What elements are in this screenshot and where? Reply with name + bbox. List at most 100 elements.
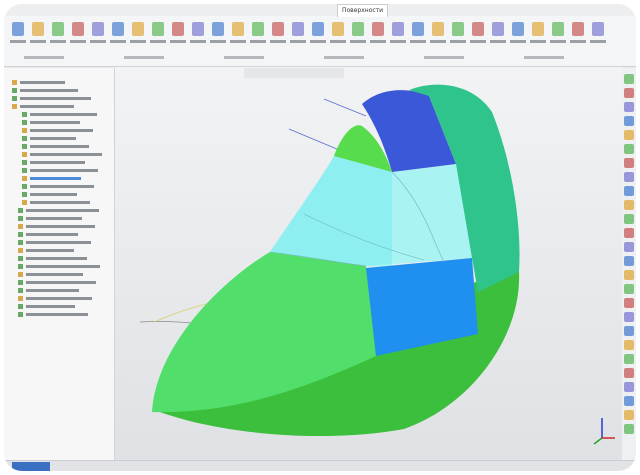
ribbon-label [130, 40, 146, 43]
toolbar-button[interactable] [624, 130, 634, 140]
tree-label[interactable] [30, 177, 81, 180]
tree-label[interactable] [30, 153, 102, 156]
ribbon-button[interactable] [532, 22, 544, 36]
ribbon-button[interactable] [432, 22, 444, 36]
ribbon-button[interactable] [332, 22, 344, 36]
tree-label[interactable] [26, 241, 91, 244]
ribbon-tabs: Поверхности [4, 4, 636, 17]
ribbon-label [490, 40, 506, 43]
tree-icon [22, 168, 27, 173]
toolbar-button[interactable] [624, 228, 634, 238]
status-tab[interactable] [12, 462, 50, 471]
tree-label[interactable] [30, 121, 80, 124]
tree-label[interactable] [30, 185, 94, 188]
tree-label[interactable] [30, 113, 97, 116]
ribbon-button[interactable] [112, 22, 124, 36]
ribbon-button[interactable] [552, 22, 564, 36]
ribbon-button[interactable] [52, 22, 64, 36]
ribbon-button[interactable] [192, 22, 204, 36]
ribbon-label [150, 40, 166, 43]
toolbar-button[interactable] [624, 158, 634, 168]
ribbon-button[interactable] [472, 22, 484, 36]
toolbar-button[interactable] [624, 74, 634, 84]
ribbon-button[interactable] [312, 22, 324, 36]
surface-front [152, 252, 376, 413]
model-tree [4, 68, 115, 460]
toolbar-button[interactable] [624, 368, 634, 378]
ribbon-button[interactable] [572, 22, 584, 36]
toolbar-button[interactable] [624, 214, 634, 224]
tree-label[interactable] [26, 305, 75, 308]
tree-label[interactable] [26, 225, 95, 228]
ribbon-button[interactable] [252, 22, 264, 36]
tree-label[interactable] [26, 233, 78, 236]
tree-label[interactable] [26, 257, 87, 260]
ribbon-button[interactable] [292, 22, 304, 36]
toolbar-button[interactable] [624, 396, 634, 406]
ribbon-button[interactable] [72, 22, 84, 36]
ribbon-label [330, 40, 346, 43]
toolbar-button[interactable] [624, 312, 634, 322]
toolbar-button[interactable] [624, 354, 634, 364]
ribbon-button[interactable] [352, 22, 364, 36]
tree-label[interactable] [30, 129, 93, 132]
toolbar-button[interactable] [624, 326, 634, 336]
tree-icon [18, 256, 23, 261]
ribbon-button[interactable] [212, 22, 224, 36]
tree-label[interactable] [26, 297, 92, 300]
tree-label[interactable] [20, 105, 74, 108]
toolbar-button[interactable] [624, 88, 634, 98]
ribbon-button[interactable] [172, 22, 184, 36]
ribbon-button[interactable] [592, 22, 604, 36]
tree-label[interactable] [30, 193, 77, 196]
toolbar-button[interactable] [624, 424, 634, 434]
ribbon-button[interactable] [12, 22, 24, 36]
tree-label[interactable] [30, 137, 76, 140]
tree-label[interactable] [30, 169, 98, 172]
ribbon-button[interactable] [412, 22, 424, 36]
ribbon-button[interactable] [372, 22, 384, 36]
toolbar-button[interactable] [624, 172, 634, 182]
tree-label[interactable] [20, 89, 78, 92]
toolbar-button[interactable] [624, 284, 634, 294]
ribbon-button[interactable] [512, 22, 524, 36]
ribbon-button[interactable] [92, 22, 104, 36]
toolbar-button[interactable] [624, 298, 634, 308]
active-tab[interactable]: Поверхности [337, 4, 389, 17]
tree-label[interactable] [30, 161, 85, 164]
toolbar-button[interactable] [624, 340, 634, 350]
tree-icon [22, 152, 27, 157]
ribbon-button[interactable] [392, 22, 404, 36]
tree-label[interactable] [30, 145, 89, 148]
ribbon-button[interactable] [152, 22, 164, 36]
toolbar-button[interactable] [624, 270, 634, 280]
ribbon-button[interactable] [452, 22, 464, 36]
ribbon-button[interactable] [132, 22, 144, 36]
tree-label[interactable] [26, 265, 100, 268]
toolbar-button[interactable] [624, 200, 634, 210]
toolbar-button[interactable] [624, 242, 634, 252]
toolbar-button[interactable] [624, 410, 634, 420]
tree-label[interactable] [20, 81, 65, 84]
toolbar-button[interactable] [624, 186, 634, 196]
tree-label[interactable] [26, 281, 96, 284]
tree-icon [18, 288, 23, 293]
tree-label[interactable] [26, 289, 79, 292]
tree-label[interactable] [20, 97, 91, 100]
ribbon-button[interactable] [32, 22, 44, 36]
ribbon-button[interactable] [492, 22, 504, 36]
ribbon-button[interactable] [272, 22, 284, 36]
ribbon-button[interactable] [232, 22, 244, 36]
tree-label[interactable] [30, 201, 90, 204]
toolbar-button[interactable] [624, 102, 634, 112]
toolbar-button[interactable] [624, 256, 634, 266]
tree-label[interactable] [26, 217, 82, 220]
tree-label[interactable] [26, 273, 83, 276]
tree-label[interactable] [26, 313, 88, 316]
toolbar-button[interactable] [624, 116, 634, 126]
sketch-curve [153, 298, 230, 323]
tree-label[interactable] [26, 209, 99, 212]
tree-label[interactable] [26, 249, 74, 252]
toolbar-button[interactable] [624, 144, 634, 154]
toolbar-button[interactable] [624, 382, 634, 392]
